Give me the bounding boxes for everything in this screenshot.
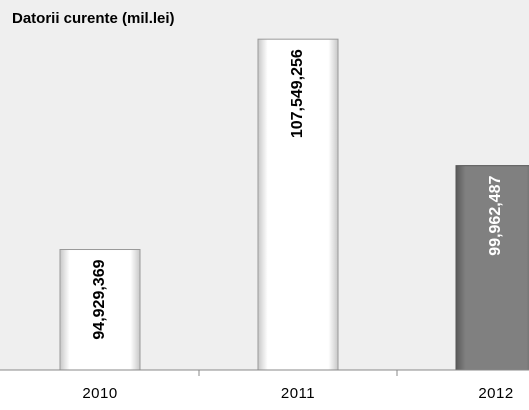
- bar: [455, 165, 529, 371]
- data-label: 107,549,256: [289, 49, 306, 138]
- bar: [257, 38, 339, 371]
- data-label: 99,962,487: [487, 176, 504, 256]
- data-label: 94,929,369: [91, 259, 108, 339]
- chart-title: Datorii curente (mil.lei): [12, 10, 175, 27]
- x-tick-label: 2012: [478, 385, 513, 402]
- x-tick-label: 2011: [281, 385, 315, 402]
- plot: 94,929,369 2010 107,549,256 2011 99,962,487 2…: [59, 38, 529, 402]
- x-tick-label: 2010: [82, 385, 117, 402]
- bar: [59, 249, 141, 371]
